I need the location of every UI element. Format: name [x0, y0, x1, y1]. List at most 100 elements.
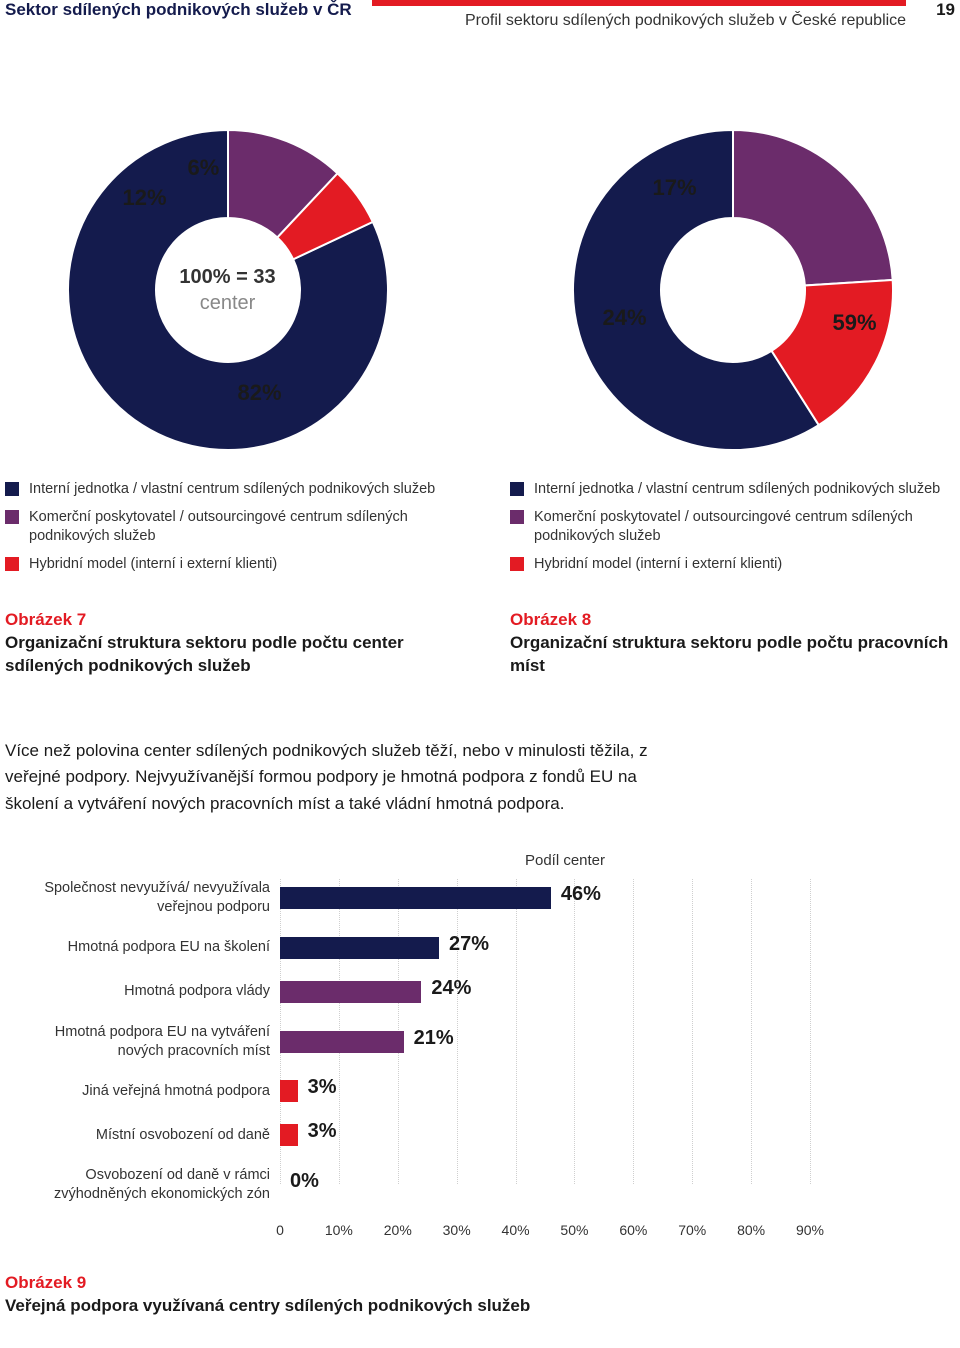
legend-swatch	[5, 482, 19, 496]
bar-value-label: 3%	[308, 1076, 337, 1099]
bar-row-label: Hmotná podpora EU na vytváření nových pr…	[10, 1023, 280, 1061]
legend-swatch	[5, 557, 19, 571]
donut-charts-row: 100% = 33 center 82% 12% 6% Interní jednot…	[5, 130, 955, 678]
legend-swatch	[510, 510, 524, 524]
donut1-center-line1: 100% = 33	[179, 264, 275, 290]
donut1-center-line2: center	[179, 290, 275, 316]
bar-fill	[280, 937, 439, 959]
bar-track: 21%	[280, 1029, 810, 1055]
bar-track: 3%	[280, 1078, 810, 1104]
legend-text: Komerční poskytovatel / outsourcingové c…	[29, 508, 450, 547]
legend-item: Interní jednotka / vlastní centrum sdíle…	[5, 480, 450, 500]
bar-track: 0%	[280, 1172, 810, 1198]
bar-row: Hmotná podpora EU na vytváření nových pr…	[10, 1023, 840, 1061]
bar-value-label: 3%	[308, 1120, 337, 1143]
header-left-title: Sektor sdílených podnikových služeb v ČR	[5, 0, 352, 20]
bar-fill	[280, 1031, 404, 1053]
legend-item: Hybridní model (interní i externí klient…	[5, 555, 450, 575]
bar-axis-tick: 10%	[325, 1222, 353, 1238]
donut-slice-label: 17%	[653, 175, 697, 201]
donut2-legend: Interní jednotka / vlastní centrum sdíle…	[510, 480, 955, 574]
bar-axis-tick: 0	[276, 1222, 284, 1238]
bar-row-label: Hmotná podpora vlády	[10, 982, 280, 1001]
bar-row-label: Společnost nevyužívá/ nevyužívala veřejn…	[10, 879, 280, 917]
legend-swatch	[510, 557, 524, 571]
bar-value-label: 27%	[449, 933, 489, 956]
donut-slice-label: 82%	[238, 380, 282, 406]
bar-axis-tick: 20%	[384, 1222, 412, 1238]
legend-item: Komerční poskytovatel / outsourcingové c…	[510, 508, 955, 547]
bar-axis-tick: 70%	[678, 1222, 706, 1238]
bar-axis-tick: 30%	[443, 1222, 471, 1238]
bar-track: 27%	[280, 935, 810, 961]
bar-axis-tick: 40%	[502, 1222, 530, 1238]
bar-row: Jiná veřejná hmotná podpora 3%	[10, 1078, 840, 1104]
bar-row-label: Osvobození od daně v rámci zvýhodněných …	[10, 1166, 280, 1204]
page-number: 19	[936, 0, 955, 20]
legend-swatch	[510, 482, 524, 496]
bar-value-label: 21%	[414, 1027, 454, 1050]
bar-axis-tick: 90%	[796, 1222, 824, 1238]
bar-value-label: 46%	[561, 883, 601, 906]
donut-slice	[733, 130, 893, 285]
donut-slice-label: 12%	[123, 185, 167, 211]
donut1-legend: Interní jednotka / vlastní centrum sdíle…	[5, 480, 450, 574]
header-accent-bar	[372, 0, 906, 6]
donut1-column: 100% = 33 center 82% 12% 6% Interní jednot…	[5, 130, 450, 678]
legend-text: Interní jednotka / vlastní centrum sdíle…	[29, 480, 435, 500]
bar-track: 3%	[280, 1122, 810, 1148]
bar-row-label: Hmotná podpora EU na školení	[10, 938, 280, 957]
figure9-caption: Obrázek 9 Veřejná podpora využívaná cent…	[5, 1272, 955, 1318]
legend-item: Interní jednotka / vlastní centrum sdíle…	[510, 480, 955, 500]
bar-fill	[280, 981, 421, 1003]
bar-fill	[280, 887, 551, 909]
donut2-chart: 59% 24% 17%	[573, 130, 893, 450]
donut1-caption: Obrázek 7 Organizační struktura sektoru …	[5, 609, 450, 678]
donut1-caption-sub: Organizační struktura sektoru podle počt…	[5, 632, 450, 678]
bar-row: Hmotná podpora vlády 24%	[10, 979, 840, 1005]
bar-row: Společnost nevyužívá/ nevyužívala veřejn…	[10, 879, 840, 917]
donut2-caption: Obrázek 8 Organizační struktura sektoru …	[510, 609, 955, 678]
legend-text: Hybridní model (interní i externí klient…	[534, 555, 782, 575]
bar-track: 24%	[280, 979, 810, 1005]
bar-axis-tick: 80%	[737, 1222, 765, 1238]
bar-row-label: Místní osvobození od daně	[10, 1126, 280, 1145]
bar-chart: Podíl center Společnost nevyužívá/ nevyu…	[10, 852, 840, 1242]
legend-swatch	[5, 510, 19, 524]
bar-chart-x-axis: 010%20%30%40%50%60%70%80%90%	[280, 1222, 820, 1242]
donut-slice-label: 6%	[188, 155, 220, 181]
legend-item: Komerční poskytovatel / outsourcingové c…	[5, 508, 450, 547]
bar-row: Místní osvobození od daně 3%	[10, 1122, 840, 1148]
bar-axis-tick: 60%	[619, 1222, 647, 1238]
donut1-center-label: 100% = 33 center	[179, 264, 275, 316]
donut1-chart: 100% = 33 center 82% 12% 6%	[68, 130, 388, 450]
page-header: Sektor sdílených podnikových služeb v ČR…	[5, 0, 955, 30]
bar-track: 46%	[280, 885, 810, 911]
bar-fill	[280, 1124, 298, 1146]
donut-slice-label: 59%	[833, 310, 877, 336]
legend-text: Hybridní model (interní i externí klient…	[29, 555, 277, 575]
donut2-caption-sub: Organizační struktura sektoru podle počt…	[510, 632, 955, 678]
header-right: Profil sektoru sdílených podnikových slu…	[372, 0, 906, 30]
bar-row: Osvobození od daně v rámci zvýhodněných …	[10, 1166, 840, 1204]
figure9-caption-sub: Veřejná podpora využívaná centry sdílený…	[5, 1295, 955, 1318]
legend-text: Komerční poskytovatel / outsourcingové c…	[534, 508, 955, 547]
body-paragraph: Více než polovina center sdílených podni…	[5, 738, 655, 817]
legend-item: Hybridní model (interní i externí klient…	[510, 555, 955, 575]
header-subtitle: Profil sektoru sdílených podnikových slu…	[465, 12, 906, 30]
donut2-caption-title: Obrázek 8	[510, 609, 955, 632]
bar-axis-tick: 50%	[560, 1222, 588, 1238]
donut1-caption-title: Obrázek 7	[5, 609, 450, 632]
figure9-caption-title: Obrázek 9	[5, 1272, 955, 1295]
legend-text: Interní jednotka / vlastní centrum sdíle…	[534, 480, 940, 500]
bar-value-label: 0%	[290, 1170, 319, 1193]
bar-gridline	[810, 879, 811, 1184]
bar-row: Hmotná podpora EU na školení 27%	[10, 935, 840, 961]
bar-fill	[280, 1080, 298, 1102]
donut-slice-label: 24%	[603, 305, 647, 331]
bar-chart-area: Společnost nevyužívá/ nevyužívala veřejn…	[10, 879, 840, 1204]
donut2-column: 59% 24% 17% Interní jednotka / vlastní cen…	[510, 130, 955, 678]
bar-chart-title: Podíl center	[290, 852, 840, 869]
bar-row-label: Jiná veřejná hmotná podpora	[10, 1082, 280, 1101]
bar-value-label: 24%	[431, 977, 471, 1000]
